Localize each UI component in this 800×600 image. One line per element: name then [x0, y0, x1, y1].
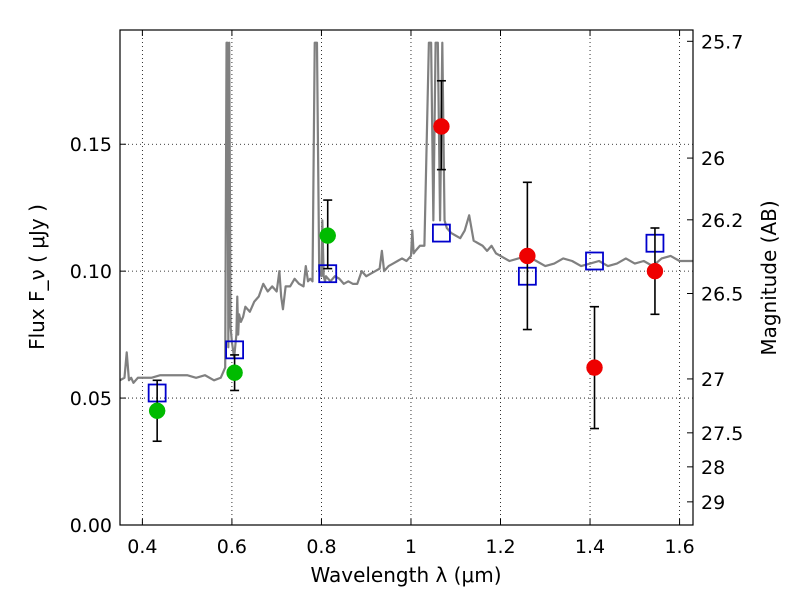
- x-tick-label: 1.2: [485, 536, 515, 558]
- right-tick-label: 27.5: [701, 423, 743, 445]
- x-tick-label: 1: [405, 536, 417, 558]
- y-tick-label: 0.05: [70, 388, 112, 410]
- ticks: 0.4 0.6 0.8 1 1.2 1.4 1.6 0.00 0.05 0.10 0.15 25.7 2…: [70, 30, 743, 558]
- right-tick-label: 26: [701, 148, 725, 170]
- photometry-point: [586, 359, 603, 376]
- right-tick-label: 25.7: [701, 31, 743, 53]
- y-tick-label: 0.15: [70, 134, 112, 156]
- plot-area: [120, 41, 693, 443]
- photometry-point: [226, 364, 243, 381]
- x-tick-label: 0.8: [306, 536, 336, 558]
- photometry-point: [646, 262, 664, 280]
- y-axis-label: Flux F_ν ( μJy ): [25, 204, 49, 350]
- spectrum-line: [120, 41, 693, 384]
- right-tick-label: 29: [701, 492, 725, 514]
- right-tick-label: 26.5: [701, 283, 743, 305]
- x-axis-label: Wavelength λ (μm): [310, 563, 501, 587]
- right-tick-label: 26.2: [701, 210, 743, 232]
- x-tick-label: 0.4: [127, 536, 157, 558]
- x-tick-label: 0.6: [217, 536, 247, 558]
- x-tick-label: 1.6: [664, 536, 694, 558]
- model-square-point: [432, 223, 451, 243]
- right-tick-label: 28: [701, 457, 725, 479]
- x-tick-label: 1.4: [575, 536, 605, 558]
- photometry-point: [319, 227, 336, 244]
- y-tick-label: 0.10: [70, 261, 112, 283]
- y-tick-label: 0.00: [70, 515, 112, 537]
- y-axis-right-label: Magnitude (AB): [757, 200, 781, 355]
- photometry-point: [519, 247, 536, 265]
- plot-frame: [119, 29, 694, 526]
- model-square-point: [585, 251, 604, 271]
- grid: [120, 30, 693, 526]
- photometry-point: [148, 402, 166, 420]
- photometry-point: [433, 118, 450, 135]
- right-tick-label: 27: [701, 369, 725, 391]
